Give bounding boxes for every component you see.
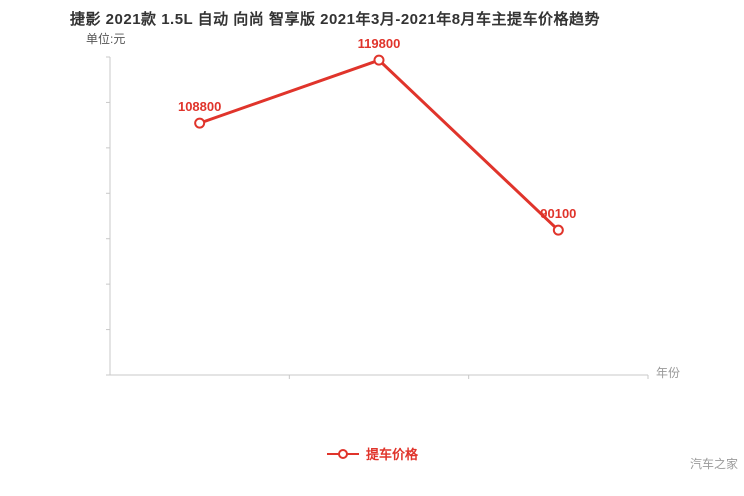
watermark-autohome: 汽车之家 (689, 457, 738, 471)
svg-text:108800: 108800 (178, 99, 221, 114)
x-axis-label: 年份 (656, 366, 681, 380)
legend-line-marker-icon (326, 448, 359, 459)
legend-item-price[interactable]: 提车价格 (0, 444, 744, 463)
chart-title: 捷影 2021款 1.5L 自动 向尚 智享版 2021年3月-2021年8月车… (70, 11, 601, 28)
svg-text:90100: 90100 (540, 206, 576, 221)
legend-label: 提车价格 (365, 447, 418, 462)
y-axis-unit-label: 单位:元 (86, 32, 126, 46)
svg-text:119800: 119800 (358, 36, 401, 51)
